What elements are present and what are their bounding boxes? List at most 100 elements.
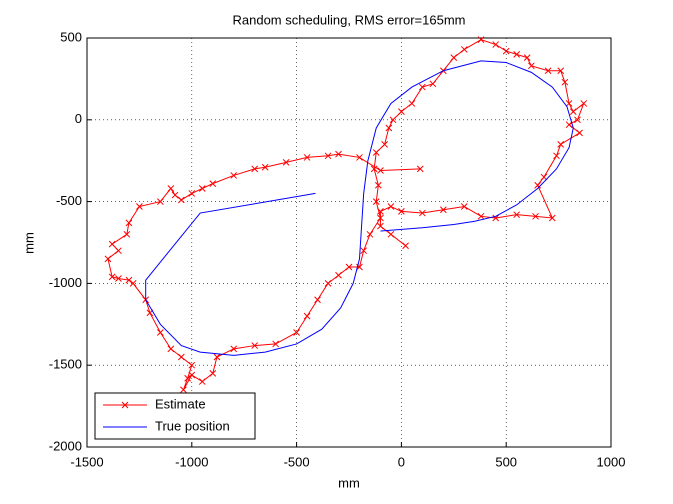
marker [167,345,175,353]
marker [580,100,588,107]
marker [188,361,196,369]
marker [377,208,384,215]
marker [184,374,191,382]
marker [180,386,187,394]
chart-title: Random scheduling, RMS error=165mm [232,12,465,27]
marker [115,275,122,282]
marker [377,167,384,174]
marker [372,198,380,205]
marker [569,108,577,115]
marker [548,214,556,222]
x-tick-label: -500 [284,454,310,469]
marker [188,190,196,197]
marker [177,353,185,361]
marker [324,152,332,160]
marker [419,83,426,91]
marker [213,353,221,361]
marker [561,78,569,86]
marker [460,203,468,210]
marker [356,154,363,161]
marker [502,47,510,55]
marker [335,271,342,279]
marker [251,165,259,173]
marker [115,247,122,255]
marker [157,198,164,205]
marker [565,100,573,107]
marker [402,242,409,250]
marker [177,196,185,204]
marker [370,165,378,173]
marker [553,152,560,160]
marker [408,100,416,107]
marker [540,173,548,181]
marker [377,214,384,222]
y-tick-label: 0 [75,111,82,126]
marker [209,370,217,377]
marker [534,181,541,189]
y-tick-label: -500 [56,193,82,208]
x-tick-label: 500 [495,454,517,469]
marker [544,67,552,75]
marker [108,273,116,281]
legend-box [94,392,256,440]
marker [125,276,133,284]
y-tick-label: 500 [60,29,82,44]
marker [439,206,447,214]
marker [492,41,500,48]
marker [513,51,521,58]
marker [125,219,133,227]
marker [527,62,535,70]
marker [574,116,581,124]
marker [513,211,521,219]
legend-marker [121,401,129,409]
marker [136,203,143,210]
marker [282,158,290,166]
marker [492,214,500,222]
y-tick-label: -1500 [49,357,82,372]
marker [198,378,206,385]
marker [385,124,393,132]
marker [188,371,196,379]
marker [477,212,485,220]
marker [360,247,368,255]
plot-frame [86,37,612,448]
marker [557,67,565,75]
marker [366,230,374,238]
marker [108,240,116,248]
marker [565,121,573,129]
marker [398,208,405,215]
marker [335,150,342,158]
marker [303,312,311,320]
marker [387,230,395,238]
marker [377,222,384,230]
y-tick-label: -2000 [49,438,82,453]
marker [261,163,269,171]
marker [324,280,332,287]
marker [167,185,175,192]
marker [372,149,380,156]
marker [293,329,300,336]
marker [230,172,238,179]
marker [477,36,485,43]
legend-label: True position [155,418,230,433]
marker [450,54,458,61]
marker [314,296,321,304]
marker [381,140,388,148]
x-tick-label: -1000 [175,454,208,469]
series-line [145,60,574,356]
marker [157,329,164,336]
marker [345,263,353,271]
marker [374,181,382,189]
marker [129,280,137,287]
marker [389,116,397,124]
legend-label: Estimate [155,396,206,411]
marker [429,80,437,88]
marker [398,108,405,115]
marker [230,345,238,353]
marker [416,165,424,173]
y-tick-label: -1000 [49,275,82,290]
marker [460,46,468,53]
marker [419,209,426,217]
y-axis-label: mm [21,232,36,254]
